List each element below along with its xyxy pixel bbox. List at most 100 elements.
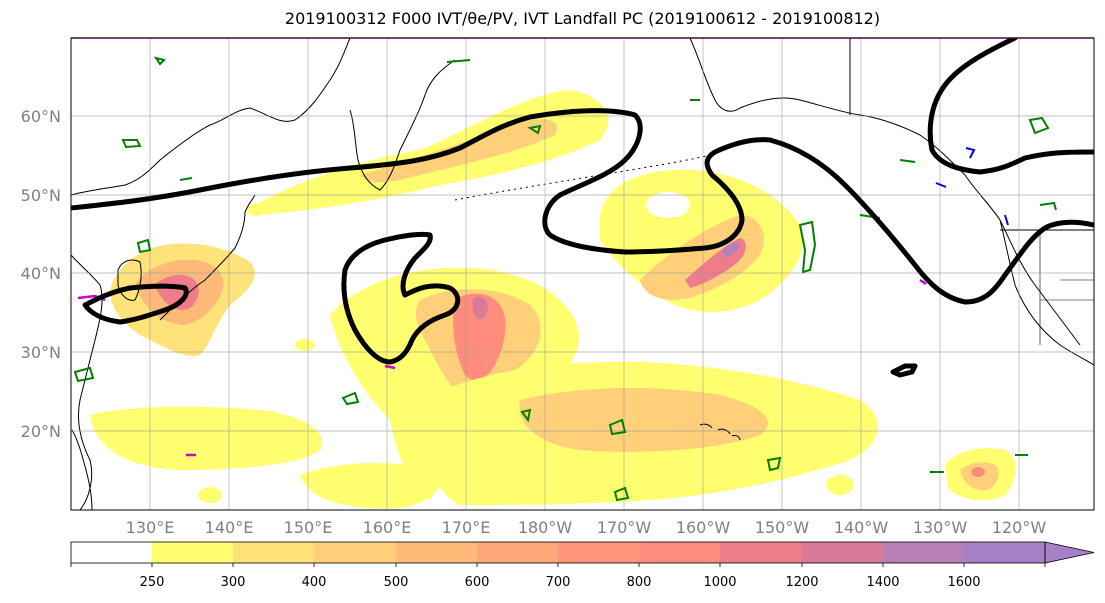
lat-label-20: 20°N	[21, 422, 61, 441]
colorbar-label-700: 700	[546, 575, 571, 590]
ivt-plume-northeast-hole	[646, 192, 690, 218]
ivt-plume-central-max	[472, 296, 488, 320]
ivt-patch-2	[295, 339, 315, 351]
ivt-band-southwest-2	[300, 463, 436, 509]
green-contour-8	[766, 456, 782, 472]
green-contour-6	[341, 391, 360, 406]
colorbar-label-1600: 1600	[947, 575, 980, 590]
coast-west-america	[999, 219, 1094, 366]
lon-label-140e: 140°E	[205, 518, 254, 537]
green-contour-15	[153, 56, 166, 66]
colorbar-label-250: 250	[140, 575, 165, 590]
pc-contour-japan	[82, 283, 189, 325]
magenta-contour-2	[384, 364, 396, 370]
colorbar-seg-1200	[802, 542, 883, 563]
lon-label-120w: 120°W	[992, 518, 1047, 537]
green-contour-14	[446, 59, 471, 63]
blue-contour-3	[1004, 214, 1009, 226]
coast-alaska	[689, 38, 1081, 346]
coast-korea	[117, 259, 142, 301]
colorbar-label-300: 300	[221, 575, 246, 590]
lat-label-30: 30°N	[21, 343, 61, 362]
coast-asia	[71, 38, 351, 196]
coastlines	[71, 38, 1094, 510]
blue-contour-2	[935, 182, 947, 188]
ivt-band-southwest	[90, 406, 322, 470]
colorbar-seg-600	[477, 542, 558, 563]
colorbar-labels: 250 300 400 500 600 700 800 1000 1200 14…	[140, 575, 981, 590]
colorbar-label-1200: 1200	[785, 575, 818, 590]
ivt-patch-3	[826, 475, 854, 495]
green-contour-16	[520, 408, 532, 423]
colorbar-label-500: 500	[384, 575, 409, 590]
pc-contours	[71, 38, 1094, 378]
coast-china-east	[71, 254, 103, 510]
colorbar-seg-800	[639, 542, 720, 563]
green-contour-1	[798, 220, 817, 274]
lon-label-130w: 130°W	[913, 518, 968, 537]
green-contour-11	[1039, 201, 1057, 211]
colorbar-label-1400: 1400	[866, 575, 899, 590]
blue-contour-1	[965, 147, 976, 159]
colorbar-seg-700	[558, 542, 639, 563]
lon-labels: 130°E 140°E 150°E 160°E 170°E 180°W 170°…	[126, 518, 1047, 537]
lon-label-130e: 130°E	[126, 518, 175, 537]
colorbar-seg-500	[396, 542, 477, 563]
coast-hawaii	[699, 423, 741, 441]
colorbar-tickmarks	[70, 563, 1046, 567]
lon-label-170e: 170°E	[442, 518, 491, 537]
pc-contour-small	[890, 363, 918, 378]
map-plot-area	[71, 38, 1094, 510]
green-contour-7	[608, 418, 627, 436]
lon-label-150e: 150°E	[284, 518, 333, 537]
green-contours	[73, 56, 1057, 502]
lon-label-160w: 160°W	[676, 518, 731, 537]
lat-label-40: 40°N	[21, 264, 61, 283]
lat-label-50: 50°N	[21, 186, 61, 205]
pc-contour-northeast	[927, 38, 1094, 175]
green-contour-13	[179, 177, 193, 181]
colorbar-extend-arrow	[1044, 541, 1095, 564]
colorbar-seg-0	[71, 542, 152, 563]
lon-label-180w: 180°W	[518, 518, 573, 537]
green-contour-4	[121, 139, 142, 149]
lon-label-140w: 140°W	[834, 518, 889, 537]
colorbar-seg-1600	[964, 542, 1045, 563]
colorbar	[70, 541, 1095, 564]
lon-label-150w: 150°W	[755, 518, 810, 537]
ivt-plume-northeast-max	[722, 242, 740, 257]
coast-kamchatka	[349, 59, 456, 191]
blue-contours	[935, 147, 1009, 226]
lat-label-60: 60°N	[21, 107, 61, 126]
colorbar-seg-400	[314, 542, 396, 563]
lon-label-160e: 160°E	[363, 518, 412, 537]
green-contour-18	[899, 159, 916, 163]
coast-philippines	[71, 429, 93, 510]
pc-contour-north	[71, 108, 1094, 305]
colorbar-label-400: 400	[302, 575, 327, 590]
colorbar-label-600: 600	[465, 575, 490, 590]
map-title: 2019100312 F000 IVT/θe/PV, IVT Landfall …	[284, 9, 881, 28]
green-contour-9	[613, 486, 630, 502]
colorbar-seg-1000	[720, 542, 802, 563]
ivt-filled-contours	[90, 90, 1016, 509]
lon-label-170w: 170°W	[597, 518, 652, 537]
ivt-patch-4	[247, 204, 263, 216]
coast-japan	[159, 194, 256, 321]
green-contour-3	[73, 366, 95, 383]
ivt-plume-japan-max	[155, 274, 199, 310]
colorbar-seg-1400	[883, 542, 964, 563]
lat-labels: 60°N 50°N 40°N 30°N 20°N	[21, 107, 61, 441]
ivt-band-south-inner	[519, 388, 768, 452]
green-contour-5	[136, 238, 152, 254]
colorbar-seg-300	[233, 542, 314, 563]
magenta-contour-4	[919, 278, 927, 286]
green-contour-12	[527, 124, 542, 135]
green-contour-2	[1028, 116, 1050, 135]
ivt-plume-southeast-max	[971, 467, 985, 477]
pc-contour-hook	[341, 231, 461, 365]
colorbar-label-1000: 1000	[703, 575, 736, 590]
colorbar-seg-250	[152, 542, 233, 563]
ivt-patch-1	[198, 487, 222, 503]
